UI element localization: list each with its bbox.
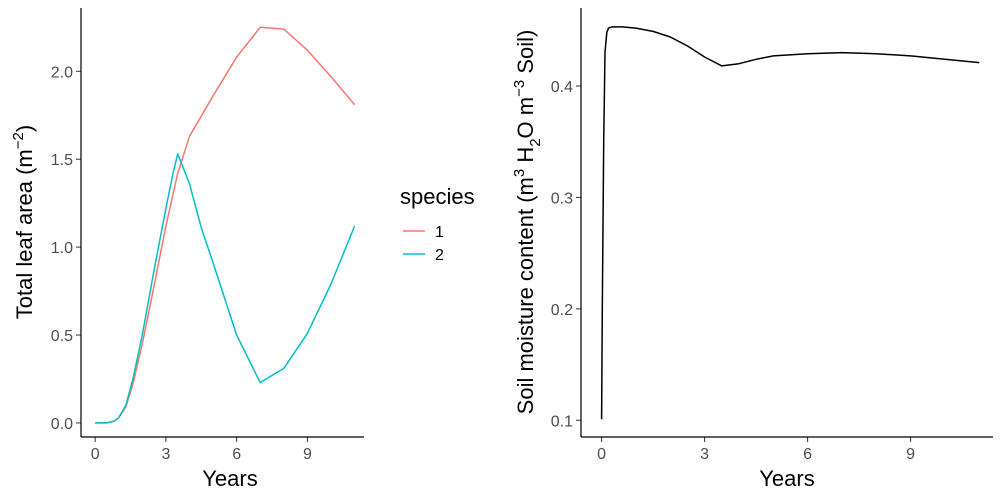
right-axis-ticks: 0 3 6 9 0.1 0.2 0.3 0.4 bbox=[551, 79, 915, 463]
left-series-lines bbox=[95, 26, 356, 424]
right-series-lines bbox=[600, 26, 980, 420]
right-x-tick-label: 3 bbox=[700, 446, 709, 463]
right-y-tick-label: 0.3 bbox=[551, 190, 573, 207]
left-panel: 0 3 6 9 0.0 0.5 1.0 1.5 2.0 Years Total leaf are… bbox=[10, 8, 364, 491]
left-x-tick-label: 3 bbox=[161, 446, 170, 463]
right-x-tick-label: 9 bbox=[906, 446, 915, 463]
legend-label-species-1: 1 bbox=[435, 224, 444, 241]
left-series-line-2 bbox=[95, 153, 356, 424]
left-axis-ticks: 0 3 6 9 0.0 0.5 1.0 1.5 2.0 bbox=[51, 64, 312, 463]
legend-label-species-2: 2 bbox=[435, 247, 444, 264]
left-series-line-1 bbox=[95, 26, 356, 424]
right-y-axis-title: Soil moisture content (m3 H2O m−3 Soil) bbox=[511, 30, 544, 415]
left-x-tick-label: 6 bbox=[232, 446, 241, 463]
left-y-axis-title: Total leaf area (m−2) bbox=[10, 125, 37, 319]
right-x-tick-label: 6 bbox=[803, 446, 812, 463]
right-y-tick-label: 0.2 bbox=[551, 302, 573, 319]
left-y-tick-label: 1.5 bbox=[51, 152, 73, 169]
left-y-tick-label: 2.0 bbox=[51, 64, 73, 81]
left-y-tick-label: 0.5 bbox=[51, 328, 73, 345]
right-series-line-1 bbox=[600, 26, 980, 420]
right-y-tick-label: 0.1 bbox=[551, 413, 573, 430]
legend: species 1 2 bbox=[400, 184, 475, 264]
left-x-tick-label: 0 bbox=[91, 446, 100, 463]
left-y-tick-label: 1.0 bbox=[51, 240, 73, 257]
right-x-axis-title: Years bbox=[759, 466, 814, 491]
left-x-tick-label: 9 bbox=[303, 446, 312, 463]
right-y-tick-label: 0.4 bbox=[551, 79, 573, 96]
legend-title: species bbox=[400, 184, 475, 209]
left-y-tick-label: 0.0 bbox=[51, 416, 73, 433]
right-x-tick-label: 0 bbox=[597, 446, 606, 463]
right-panel: 0 3 6 9 0.1 0.2 0.3 0.4 Years Soil moisture con… bbox=[511, 8, 993, 491]
left-x-axis-title: Years bbox=[202, 466, 257, 491]
